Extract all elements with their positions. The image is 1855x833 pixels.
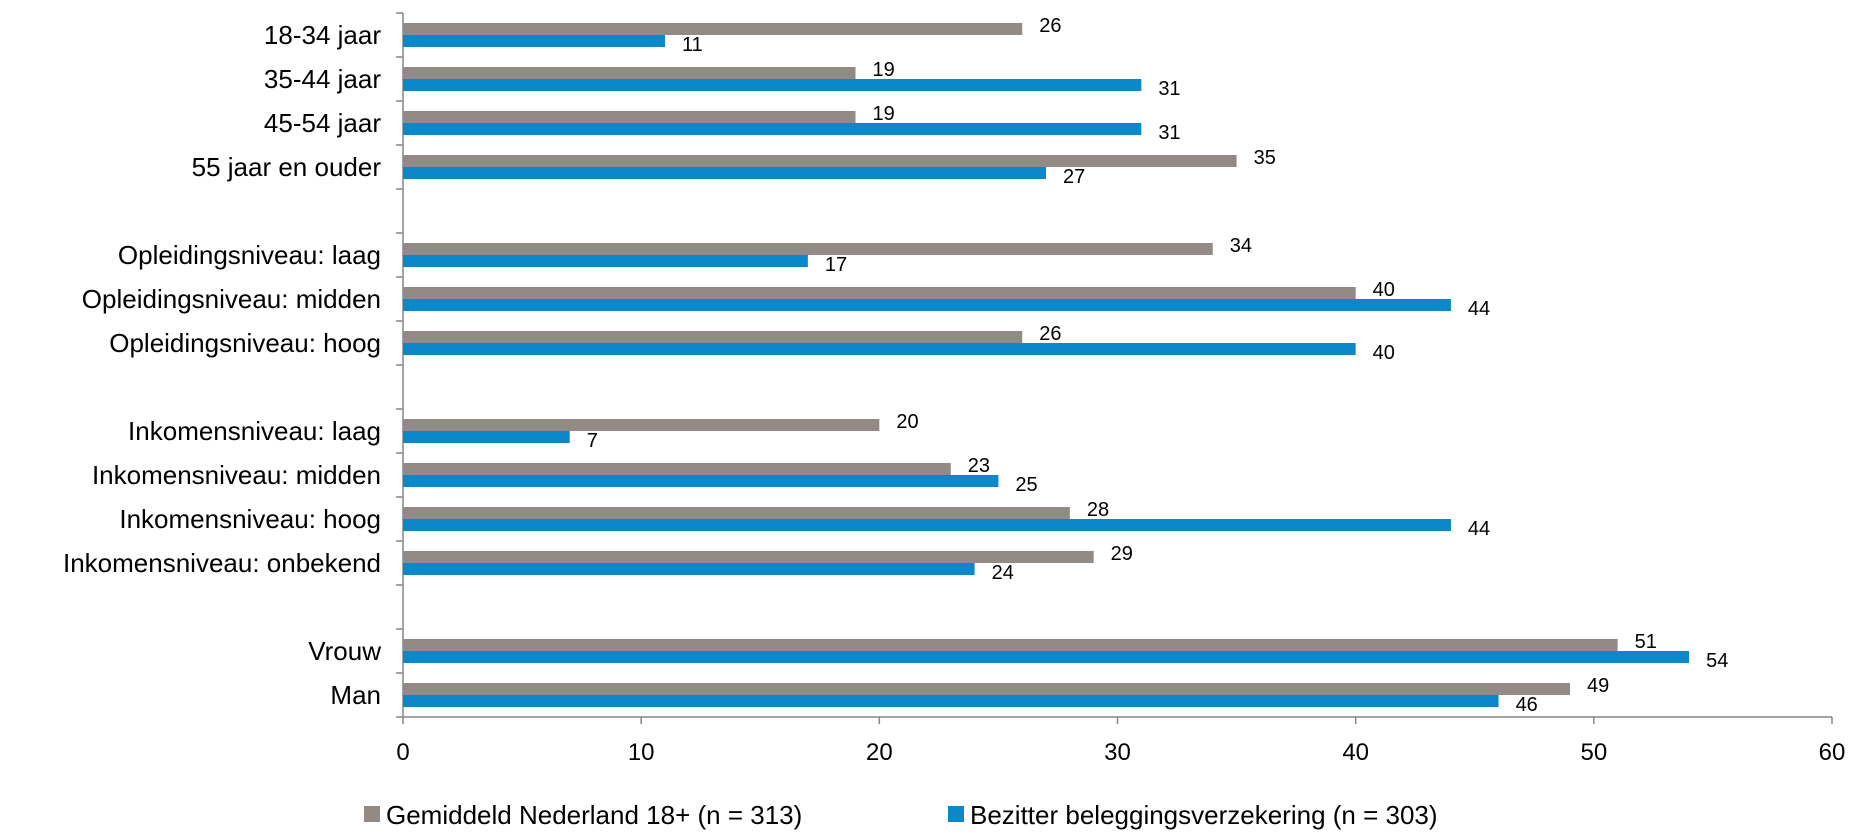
data-label-gemiddeld-inkomensniveau-midden: 23 (968, 455, 990, 477)
data-label-bezitter-man: 46 (1516, 694, 1538, 716)
bar-gemiddeld-18-34-jaar (403, 23, 1023, 35)
category-label-18-34-jaar: 18-34 jaar (264, 20, 381, 50)
category-label-inkomensniveau-hoog: Inkomensniveau: hoog (119, 504, 381, 534)
x-tick-label: 0 (396, 739, 409, 766)
bar-bezitter-inkomensniveau-midden (403, 475, 999, 487)
data-label-bezitter-35-44-jaar: 31 (1158, 78, 1180, 100)
data-label-gemiddeld-opleidingsniveau-midden: 40 (1373, 279, 1395, 301)
x-tick-label: 20 (866, 739, 893, 766)
bar-gemiddeld-opleidingsniveau-hoog (403, 331, 1023, 343)
bar-bezitter-man (403, 695, 1499, 707)
bar-bezitter-45-54-jaar (403, 123, 1142, 135)
bar-bezitter-inkomensniveau-laag (403, 431, 570, 443)
data-label-gemiddeld-55-jaar-en-ouder: 35 (1254, 147, 1276, 169)
category-label-55-jaar-en-ouder: 55 jaar en ouder (192, 152, 382, 182)
bar-bezitter-55-jaar-en-ouder (403, 167, 1047, 179)
data-label-gemiddeld-18-34-jaar: 26 (1039, 15, 1061, 37)
bar-gemiddeld-inkomensniveau-midden (403, 463, 951, 475)
data-label-bezitter-opleidingsniveau-hoog: 40 (1373, 342, 1395, 364)
bar-gemiddeld-35-44-jaar (403, 67, 856, 79)
category-label-inkomensniveau-midden: Inkomensniveau: midden (92, 460, 381, 490)
bar-gemiddeld-45-54-jaar (403, 111, 856, 123)
legend-label-bezitter: Bezitter beleggingsverzekering (n = 303) (970, 800, 1438, 830)
bar-gemiddeld-55-jaar-en-ouder (403, 155, 1237, 167)
bar-gemiddeld-vrouw (403, 639, 1618, 651)
x-tick-label: 60 (1819, 739, 1846, 766)
category-label-man: Man (330, 680, 381, 710)
data-label-bezitter-inkomensniveau-laag: 7 (587, 430, 598, 452)
category-label-inkomensniveau-laag: Inkomensniveau: laag (128, 416, 381, 446)
data-label-bezitter-45-54-jaar: 31 (1158, 122, 1180, 144)
bar-bezitter-35-44-jaar (403, 79, 1142, 91)
data-label-gemiddeld-inkomensniveau-hoog: 28 (1087, 499, 1109, 521)
data-label-gemiddeld-opleidingsniveau-laag: 34 (1230, 235, 1252, 257)
bar-bezitter-opleidingsniveau-laag (403, 255, 808, 267)
data-label-bezitter-opleidingsniveau-midden: 44 (1468, 298, 1490, 320)
data-label-gemiddeld-45-54-jaar: 19 (873, 103, 895, 125)
bar-gemiddeld-inkomensniveau-laag (403, 419, 880, 431)
x-tick-label: 40 (1342, 739, 1369, 766)
x-tick-label: 50 (1580, 739, 1607, 766)
category-label-45-54-jaar: 45-54 jaar (264, 108, 381, 138)
bar-bezitter-18-34-jaar (403, 35, 665, 47)
bar-gemiddeld-inkomensniveau-hoog (403, 507, 1070, 519)
data-label-bezitter-inkomensniveau-midden: 25 (1015, 474, 1037, 496)
category-label-opleidingsniveau-hoog: Opleidingsniveau: hoog (109, 328, 381, 358)
data-label-bezitter-55-jaar-en-ouder: 27 (1063, 166, 1085, 188)
bar-bezitter-vrouw (403, 651, 1690, 663)
bar-gemiddeld-man (403, 683, 1571, 695)
legend: Gemiddeld Nederland 18+ (n = 313) Bezitt… (364, 800, 1438, 830)
category-label-opleidingsniveau-laag: Opleidingsniveau: laag (118, 240, 381, 270)
data-label-bezitter-18-34-jaar: 11 (682, 34, 703, 56)
data-label-gemiddeld-inkomensniveau-laag: 20 (896, 411, 918, 433)
bar-bezitter-opleidingsniveau-midden (403, 299, 1451, 311)
data-label-gemiddeld-man: 49 (1587, 675, 1609, 697)
data-label-gemiddeld-opleidingsniveau-hoog: 26 (1039, 323, 1061, 345)
plot-area: 0 10 20 30 40 50 60 18-34 jaar 26 11 35-44 jaar 19 3… (63, 12, 1846, 766)
data-label-bezitter-inkomensniveau-hoog: 44 (1468, 518, 1490, 540)
data-label-bezitter-vrouw: 54 (1706, 650, 1728, 672)
bar-gemiddeld-opleidingsniveau-midden (403, 287, 1356, 299)
category-label-vrouw: Vrouw (308, 636, 381, 666)
data-label-gemiddeld-vrouw: 51 (1635, 631, 1657, 653)
bar-bezitter-inkomensniveau-hoog (403, 519, 1451, 531)
category-label-35-44-jaar: 35-44 jaar (264, 64, 381, 94)
bar-bezitter-opleidingsniveau-hoog (403, 343, 1356, 355)
category-label-inkomensniveau-onbekend: Inkomensniveau: onbekend (63, 548, 381, 578)
x-tick-label: 30 (1104, 739, 1131, 766)
data-label-bezitter-inkomensniveau-onbekend: 24 (992, 562, 1014, 584)
data-label-gemiddeld-inkomensniveau-onbekend: 29 (1111, 543, 1133, 565)
bar-gemiddeld-inkomensniveau-onbekend (403, 551, 1094, 563)
x-tick-label: 10 (628, 739, 655, 766)
bar-gemiddeld-opleidingsniveau-laag (403, 243, 1213, 255)
data-label-bezitter-opleidingsniveau-laag: 17 (825, 254, 847, 276)
category-label-opleidingsniveau-midden: Opleidingsniveau: midden (82, 284, 381, 314)
legend-swatch-gemiddeld (364, 806, 380, 822)
data-label-gemiddeld-35-44-jaar: 19 (873, 59, 895, 81)
bar-bezitter-inkomensniveau-onbekend (403, 563, 975, 575)
legend-label-gemiddeld: Gemiddeld Nederland 18+ (n = 313) (386, 800, 802, 830)
legend-swatch-bezitter (948, 806, 964, 822)
